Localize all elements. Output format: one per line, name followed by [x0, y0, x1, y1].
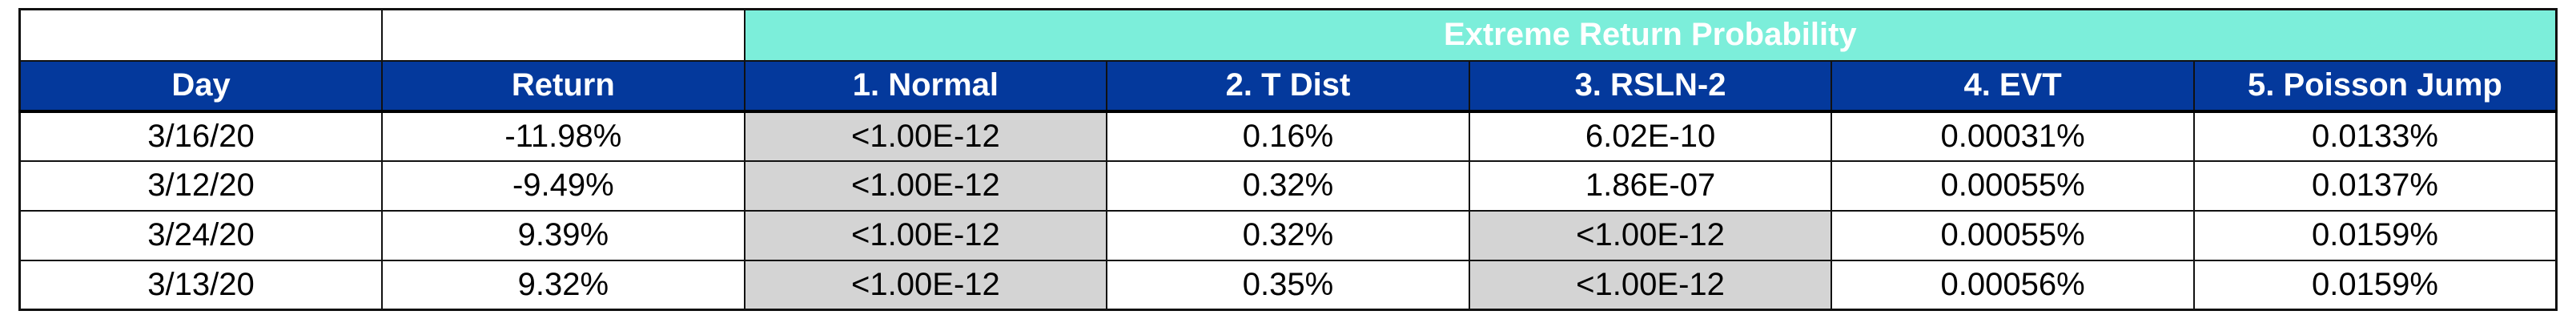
cell-rsln-2: <1.00E-12: [1468, 259, 1833, 311]
table-row: 3/24/20 9.39% <1.00E-12 0.32% <1.00E-12 …: [18, 209, 2558, 261]
cell-poisson-jump: 0.0159%: [2192, 209, 2558, 261]
column-header-rsln-2: 3. RSLN-2: [1468, 59, 1833, 113]
cell-t-dist: 0.32%: [1106, 159, 1470, 212]
cell-evt: 0.00056%: [1831, 259, 2195, 311]
cell-t-dist: 0.35%: [1106, 259, 1470, 311]
cell-day: 3/12/20: [18, 159, 384, 212]
blank-header-cell-day: [18, 8, 384, 62]
cell-return: 9.32%: [381, 259, 745, 311]
cell-day: 3/16/20: [18, 110, 384, 162]
group-header-row: Extreme Return Probability: [18, 8, 2558, 62]
table-row: 3/16/20 -11.98% <1.00E-12 0.16% 6.02E-10…: [18, 110, 2558, 162]
cell-poisson-jump: 0.0133%: [2192, 110, 2558, 162]
extreme-return-probability-table: Extreme Return Probability Day Return 1.…: [18, 8, 2558, 311]
table-row: 3/12/20 -9.49% <1.00E-12 0.32% 1.86E-07 …: [18, 159, 2558, 212]
cell-normal: <1.00E-12: [743, 209, 1108, 261]
column-header-day: Day: [18, 59, 384, 113]
column-header-normal: 1. Normal: [743, 59, 1108, 113]
cell-rsln-2: 1.86E-07: [1468, 159, 1833, 212]
cell-t-dist: 0.32%: [1106, 209, 1470, 261]
cell-return: -9.49%: [381, 159, 745, 212]
cell-evt: 0.00055%: [1831, 209, 2195, 261]
results-table: Extreme Return Probability Day Return 1.…: [18, 8, 2558, 311]
cell-normal: <1.00E-12: [743, 159, 1108, 212]
column-header-row: Day Return 1. Normal 2. T Dist 3. RSLN-2…: [18, 59, 2558, 113]
blank-header-cell-return: [381, 8, 745, 62]
cell-poisson-jump: 0.0137%: [2192, 159, 2558, 212]
cell-poisson-jump: 0.0159%: [2192, 259, 2558, 311]
column-header-return: Return: [381, 59, 745, 113]
column-header-poisson-jump: 5. Poisson Jump: [2192, 59, 2558, 113]
cell-evt: 0.00031%: [1831, 110, 2195, 162]
cell-return: 9.39%: [381, 209, 745, 261]
cell-normal: <1.00E-12: [743, 259, 1108, 311]
column-header-t-dist: 2. T Dist: [1106, 59, 1470, 113]
cell-return: -11.98%: [381, 110, 745, 162]
column-header-evt: 4. EVT: [1831, 59, 2195, 113]
cell-t-dist: 0.16%: [1106, 110, 1470, 162]
cell-normal: <1.00E-12: [743, 110, 1108, 162]
table-row: 3/13/20 9.32% <1.00E-12 0.35% <1.00E-12 …: [18, 259, 2558, 311]
cell-day: 3/13/20: [18, 259, 384, 311]
cell-day: 3/24/20: [18, 209, 384, 261]
cell-evt: 0.00055%: [1831, 159, 2195, 212]
group-header-extreme-return-probability: Extreme Return Probability: [743, 8, 2558, 61]
cell-rsln-2: 6.02E-10: [1468, 110, 1833, 162]
cell-rsln-2: <1.00E-12: [1468, 209, 1833, 261]
